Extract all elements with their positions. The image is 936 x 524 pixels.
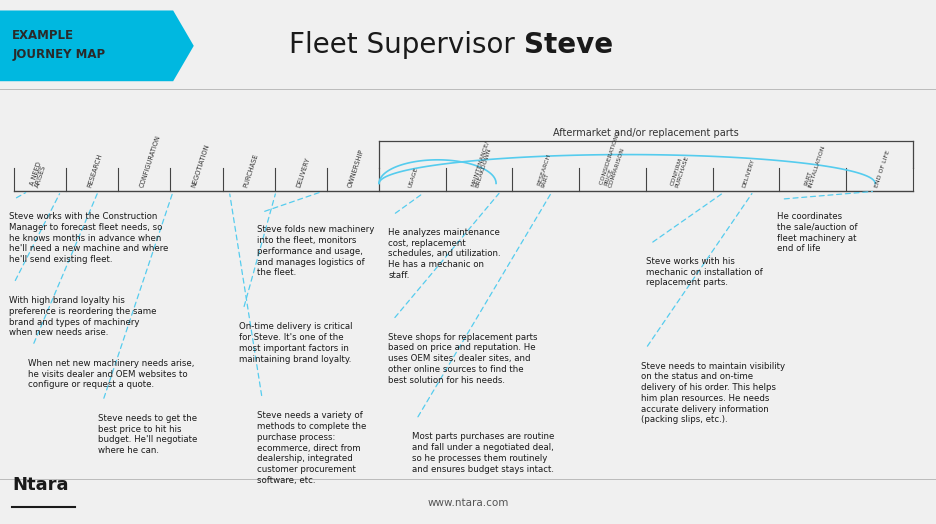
Text: Fleet Supervisor: Fleet Supervisor [289, 30, 524, 59]
Text: Steve: Steve [524, 30, 613, 59]
Text: CONSIDERATION /
PRICE
COMPARISON: CONSIDERATION / PRICE COMPARISON [599, 130, 630, 188]
Text: DELIVERY: DELIVERY [295, 156, 311, 188]
Text: He coordinates
the sale/auction of
fleet machinery at
end of life: He coordinates the sale/auction of fleet… [777, 212, 857, 254]
Text: CONFIGURATION: CONFIGURATION [139, 134, 161, 188]
Text: CONFIRM
PURCHASE: CONFIRM PURCHASE [670, 154, 690, 188]
Text: Steve needs to get the
best price to hit his
budget. He'll negotiate
where he ca: Steve needs to get the best price to hit… [98, 414, 197, 455]
Text: Steve shops for replacement parts
based on price and reputation. He
uses OEM sit: Steve shops for replacement parts based … [388, 333, 538, 385]
Text: Steve folds new machinery
into the fleet, monitors
performance and usage,
and ma: Steve folds new machinery into the fleet… [257, 225, 374, 277]
Text: He analyzes maintenance
cost, replacement
schedules, and utilization.
He has a m: He analyzes maintenance cost, replacemen… [388, 228, 501, 280]
Text: Steve needs a variety of
methods to complete the
purchase process:
ecommerce, di: Steve needs a variety of methods to comp… [257, 411, 367, 485]
Text: NEGOTIATION: NEGOTIATION [191, 143, 211, 188]
Text: Most parts purchases are routine
and fall under a negotiated deal,
so he process: Most parts purchases are routine and fal… [412, 432, 554, 474]
Text: RESEARCH
PART: RESEARCH PART [536, 154, 556, 188]
Text: PART
INSTALLATION: PART INSTALLATION [803, 143, 826, 188]
Text: Steve works with his
mechanic on installation of
replacement parts.: Steve works with his mechanic on install… [646, 257, 763, 287]
Text: RESEARCH: RESEARCH [86, 152, 103, 188]
Text: On-time delivery is critical
for Steve. It's one of the
most important factors i: On-time delivery is critical for Steve. … [239, 322, 352, 364]
Text: EXAMPLE
JOURNEY MAP: EXAMPLE JOURNEY MAP [12, 28, 105, 61]
Text: END OF LIFE: END OF LIFE [874, 149, 891, 188]
Text: When net new machinery needs arise,
he visits dealer and OEM websites to
configu: When net new machinery needs arise, he v… [28, 359, 195, 389]
Text: A NEED
ARISES: A NEED ARISES [29, 161, 48, 188]
Text: www.ntara.com: www.ntara.com [428, 498, 508, 508]
Text: Ntara: Ntara [12, 476, 68, 494]
Text: DELIVERY: DELIVERY [741, 158, 755, 188]
Text: With high brand loyalty his
preference is reordering the same
brand and types of: With high brand loyalty his preference i… [9, 296, 157, 337]
Text: Steve needs to maintain visibility
on the status and on-time
delivery of his ord: Steve needs to maintain visibility on th… [641, 362, 785, 424]
Text: USAGE: USAGE [408, 166, 419, 188]
Text: Steve works with the Construction
Manager to forecast fleet needs, so
he knows m: Steve works with the Construction Manage… [9, 212, 168, 264]
Polygon shape [0, 10, 194, 81]
Text: PURCHASE: PURCHASE [243, 152, 259, 188]
Text: Aftermarket and/or replacement parts: Aftermarket and/or replacement parts [553, 128, 739, 138]
Text: MAINTENANCE/
BREAKDOWN: MAINTENANCE/ BREAKDOWN [470, 139, 494, 188]
Text: OWNERSHIP: OWNERSHIP [347, 148, 365, 188]
